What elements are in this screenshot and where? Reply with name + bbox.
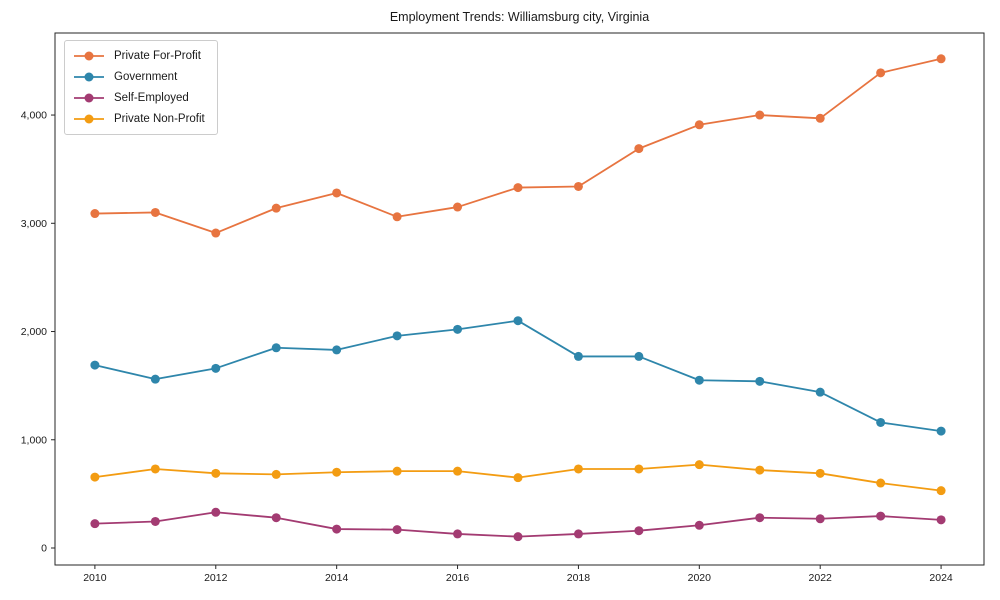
data-point — [573, 529, 583, 539]
data-point — [453, 466, 463, 476]
data-point — [815, 514, 825, 524]
series-line-government — [93, 319, 942, 433]
data-point — [332, 188, 342, 198]
data-point — [876, 68, 886, 78]
data-point — [150, 464, 160, 474]
data-point — [936, 426, 946, 436]
legend-label: Private Non-Profit — [114, 113, 205, 125]
data-point — [90, 209, 100, 219]
data-point — [634, 526, 644, 536]
data-point — [634, 351, 644, 361]
data-point — [815, 113, 825, 123]
y-tick-label: 2,000 — [21, 326, 47, 338]
data-point — [271, 513, 281, 523]
x-tick-label: 2010 — [83, 572, 107, 584]
legend-marker-icon — [74, 51, 104, 61]
data-point — [876, 478, 886, 488]
data-point — [150, 374, 160, 384]
data-point — [755, 376, 765, 386]
data-point — [392, 212, 402, 222]
data-point — [815, 387, 825, 397]
data-point — [634, 464, 644, 474]
data-point — [211, 468, 221, 478]
y-tick-label: 0 — [41, 543, 47, 555]
legend-marker-icon — [74, 72, 104, 82]
data-point — [694, 460, 704, 470]
data-point — [392, 466, 402, 476]
x-tick-label: 2018 — [567, 572, 591, 584]
legend-item: Private For-Profit — [73, 47, 205, 65]
data-point — [150, 207, 160, 217]
legend-item: Self-Employed — [73, 89, 205, 107]
data-point — [634, 144, 644, 154]
legend-label: Private For-Profit — [114, 50, 201, 62]
data-point — [513, 183, 523, 193]
y-tick-label: 3,000 — [21, 218, 47, 230]
data-point — [211, 363, 221, 373]
data-point — [453, 324, 463, 334]
data-point — [271, 469, 281, 479]
data-point — [271, 343, 281, 353]
data-point — [211, 228, 221, 238]
x-tick-label: 2012 — [204, 572, 228, 584]
series-line-private-for-profit — [93, 57, 942, 234]
data-point — [90, 519, 100, 529]
legend-label: Government — [114, 71, 178, 83]
data-point — [513, 532, 523, 542]
data-point — [876, 417, 886, 427]
y-tick-label: 4,000 — [21, 110, 47, 122]
data-point — [936, 54, 946, 64]
x-tick-label: 2024 — [929, 572, 953, 584]
data-point — [453, 202, 463, 212]
data-point — [211, 507, 221, 517]
data-point — [453, 529, 463, 539]
data-point — [150, 516, 160, 526]
data-point — [936, 515, 946, 525]
data-point — [815, 468, 825, 478]
data-point — [573, 181, 583, 191]
legend-item: Government — [73, 68, 205, 86]
data-point — [90, 472, 100, 482]
x-tick-label: 2022 — [809, 572, 833, 584]
data-point — [755, 465, 765, 475]
legend-marker-icon — [74, 114, 104, 124]
data-point — [332, 524, 342, 534]
data-point — [694, 120, 704, 130]
data-point — [694, 375, 704, 385]
data-point — [392, 331, 402, 341]
data-point — [694, 520, 704, 530]
data-point — [392, 525, 402, 535]
legend-label: Self-Employed — [114, 92, 189, 104]
data-point — [332, 345, 342, 355]
legend-item: Private Non-Profit — [73, 110, 205, 128]
data-point — [90, 360, 100, 370]
data-point — [755, 513, 765, 523]
data-point — [573, 351, 583, 361]
data-point — [936, 486, 946, 496]
x-tick-label: 2014 — [325, 572, 349, 584]
data-point — [755, 110, 765, 120]
data-point — [271, 203, 281, 213]
data-point — [876, 511, 886, 521]
chart-title: Employment Trends: Williamsburg city, Vi… — [389, 10, 650, 24]
legend-marker-icon — [74, 93, 104, 103]
x-tick-label: 2020 — [688, 572, 712, 584]
plot-frame — [54, 32, 985, 566]
data-point — [513, 316, 523, 326]
data-point — [332, 467, 342, 477]
legend: Private For-Profit Government Self-Employe… — [64, 40, 218, 135]
x-tick-label: 2016 — [446, 572, 470, 584]
y-tick-label: 1,000 — [21, 434, 47, 446]
data-point — [573, 464, 583, 474]
data-point — [513, 473, 523, 483]
